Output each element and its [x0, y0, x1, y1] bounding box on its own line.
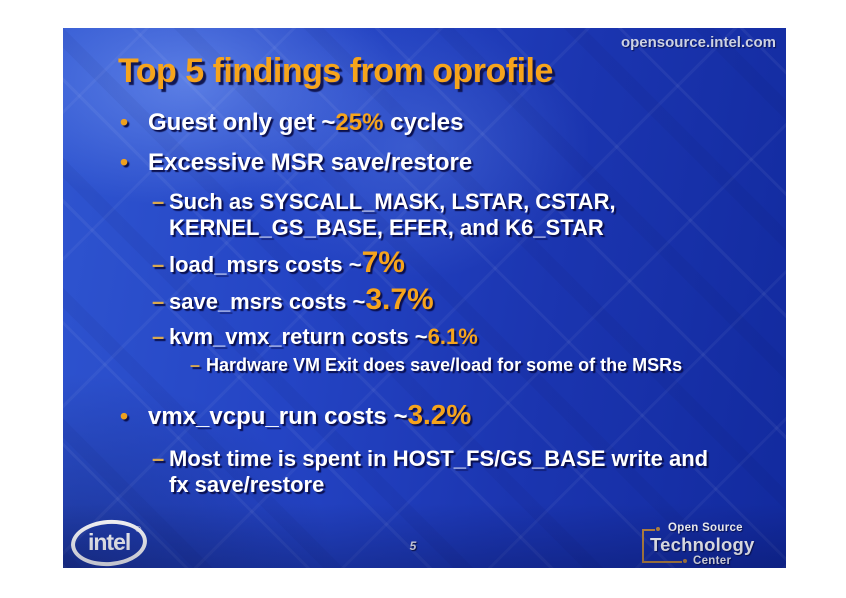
sub-sub-bullet-text: Hardware VM Exit does save/load for some… — [206, 355, 683, 375]
percent-value: 6.1% — [427, 324, 478, 349]
page-number: 5 — [409, 539, 417, 553]
percent-value: 3.7% — [365, 283, 434, 316]
intel-logo: intel ® — [69, 517, 149, 568]
bullet-item-vmx-vcpu-run: • vmx_vcpu_run costs ~3.2% — [120, 401, 471, 431]
sub-bullet-text: kvm_vmx_return costs ~6.1% — [169, 324, 478, 350]
otc-bracket-top-line — [642, 529, 655, 531]
sub-sub-bullet-hardware-vm-exit: – Hardware VM Exit does save/load for so… — [190, 355, 696, 376]
percent-value: 3.2% — [407, 399, 472, 430]
otc-bracket-bottom-line — [642, 561, 682, 563]
dash-icon: – — [152, 446, 165, 471]
text-segment: intel — [87, 528, 131, 555]
text-segment: kvm_vmx_return costs ~ — [169, 324, 428, 349]
text-segment: load_msrs costs ~ — [169, 252, 362, 277]
sub-bullet-text: save_msrs costs ~3.7% — [169, 285, 434, 315]
open-source-technology-center-logo: Open Source Technology Center — [642, 522, 778, 568]
sub-bullet-text: Most time is spent in HOST_FS/GS_BASE wr… — [169, 446, 709, 497]
sub-bullet-text: load_msrs costs ~7% — [169, 248, 405, 278]
dash-icon: – — [152, 289, 165, 314]
sub-bullet-most-time: – Most time is spent in HOST_FS/GS_BASE … — [152, 446, 714, 498]
percent-value: 7% — [361, 246, 405, 279]
sub-bullet-load-msrs: – load_msrs costs ~7% — [152, 248, 405, 278]
otc-logo-center: Center — [693, 555, 732, 567]
text-segment: cycles — [383, 109, 464, 136]
sub-bullet-save-msrs: – save_msrs costs ~3.7% — [152, 285, 434, 315]
dash-icon: – — [152, 189, 165, 214]
bullet-dot-icon: • — [120, 149, 129, 175]
slide: opensource.intel.com Top 5 findings from… — [63, 28, 786, 568]
otc-bracket-bottom-dot-icon — [683, 559, 687, 563]
bullet-item-guest-cycles: • Guest only get ~25% cycles — [120, 109, 464, 137]
bullet-item-excessive-msr: • Excessive MSR save/restore — [120, 149, 472, 177]
bullet-text: Guest only get ~25% cycles — [148, 109, 464, 137]
dash-icon: – — [152, 324, 165, 349]
otc-bracket-top-dot-icon — [656, 527, 660, 531]
site-url-label: opensource.intel.com — [620, 34, 776, 51]
text-segment: Guest only get ~ — [148, 109, 336, 136]
dash-icon: – — [190, 355, 201, 375]
otc-logo-open-source: Open Source — [668, 522, 743, 534]
percent-value: 25% — [335, 109, 384, 136]
otc-bracket-vertical-line — [642, 529, 644, 562]
bullet-text: Excessive MSR save/restore — [148, 149, 473, 176]
bullet-text: vmx_vcpu_run costs ~3.2% — [148, 401, 471, 431]
text-segment: vmx_vcpu_run costs ~ — [148, 403, 408, 430]
registered-mark-icon: ® — [135, 524, 141, 534]
sub-bullet-kvm-vmx-return: – kvm_vmx_return costs ~6.1% — [152, 324, 478, 350]
otc-logo-technology: Technology — [650, 534, 755, 555]
bullet-dot-icon: • — [120, 403, 129, 429]
intel-logo-text: intel ® — [87, 525, 140, 556]
text-segment: save_msrs costs ~ — [169, 289, 366, 314]
sub-bullet-msr-list: – Such as SYSCALL_MASK, LSTAR, CSTAR, KE… — [152, 189, 629, 241]
sub-bullet-text: Such as SYSCALL_MASK, LSTAR, CSTAR, KERN… — [169, 189, 616, 240]
dash-icon: – — [152, 252, 165, 277]
bullet-dot-icon: • — [120, 109, 129, 135]
slide-title: Top 5 findings from oprofile — [118, 52, 553, 90]
